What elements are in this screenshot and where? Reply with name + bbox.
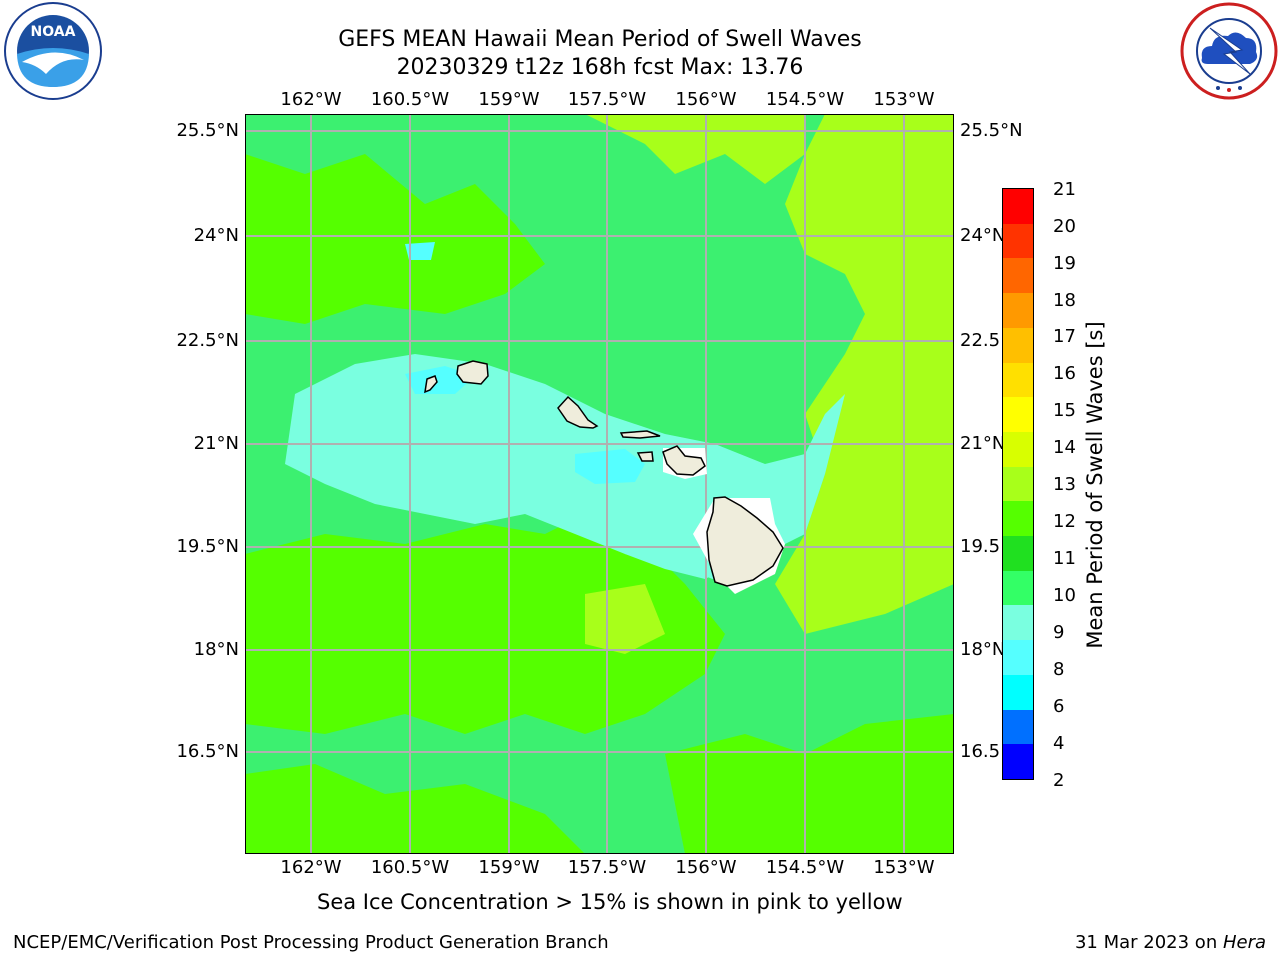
color-swatch: [1003, 258, 1033, 294]
lat-label-left: 25.5°N: [176, 120, 239, 141]
island-niihau: [424, 375, 438, 394]
colorbar-swatches: [1003, 189, 1033, 779]
colorbar-tick: 21: [1053, 179, 1076, 200]
lat-label-left: 19.5°N: [176, 536, 239, 557]
lat-label-left: 22.5°N: [176, 330, 239, 351]
hawaiian-islands: [424, 360, 784, 587]
lon-label-bottom: 162°W: [280, 857, 342, 878]
colorbar-tick: 19: [1053, 253, 1076, 274]
island-oahu: [557, 395, 599, 429]
lat-label-right: 25.5°N: [960, 120, 1023, 141]
lat-label-left: 24°N: [193, 225, 239, 246]
lat-label-right: 19.5: [960, 536, 1001, 557]
noaa-logo: NOAA: [2, 2, 104, 100]
color-swatch: [1003, 466, 1033, 502]
colorbar-tick: 13: [1053, 474, 1076, 495]
colorbar: [1002, 188, 1034, 780]
color-swatch: [1003, 223, 1033, 259]
lon-label-top: 156°W: [675, 89, 737, 110]
island-hawaii: [706, 496, 784, 587]
color-swatch: [1003, 674, 1033, 710]
colorbar-tick: 18: [1053, 290, 1076, 311]
color-swatch: [1003, 570, 1033, 606]
lon-label-top: 160.5°W: [370, 89, 450, 110]
swell-period-map: [245, 114, 954, 854]
lat-label-right: 18°N: [960, 639, 1006, 660]
island-lanai: [636, 451, 654, 462]
lon-label-top: 157.5°W: [567, 89, 647, 110]
lat-label-right: 21°N: [960, 433, 1006, 454]
lon-label-top: 162°W: [280, 89, 342, 110]
lon-label-bottom: 159°W: [478, 857, 540, 878]
period-contour-11s-se: [665, 714, 954, 854]
lon-label-bottom: 157.5°W: [567, 857, 647, 878]
colorbar-tick: 20: [1053, 216, 1076, 237]
map-subtitle: 20230329 t12z 168h fcst Max: 13.76: [396, 55, 804, 80]
lon-label-bottom: 154.5°W: [765, 857, 845, 878]
lon-label-bottom: 156°W: [675, 857, 737, 878]
colorbar-tick: 10: [1053, 585, 1076, 606]
color-swatch: [1003, 605, 1033, 641]
lat-label-left: 16.5°N: [176, 741, 239, 762]
period-contour-12s-south: [585, 584, 665, 654]
color-swatch: [1003, 327, 1033, 363]
color-swatch: [1003, 431, 1033, 467]
colorbar-tick: 6: [1053, 696, 1065, 717]
color-swatch: [1003, 709, 1033, 745]
colorbar-tick: 15: [1053, 400, 1076, 421]
color-swatch: [1003, 640, 1033, 675]
branch-credit: NCEP/EMC/Verification Post Processing Pr…: [13, 932, 609, 953]
color-swatch: [1003, 501, 1033, 537]
island-maui: [662, 445, 706, 476]
colorbar-tick: 12: [1053, 511, 1076, 532]
lat-label-right: 22.5: [960, 330, 1001, 351]
colorbar-tick: 17: [1053, 326, 1076, 347]
island-kauai: [456, 360, 489, 385]
sea-ice-note: Sea Ice Concentration > 15% is shown in …: [317, 890, 903, 914]
run-date: 31 Mar 2023 on Hera: [1075, 932, 1266, 953]
color-swatch: [1003, 293, 1033, 328]
noaa-logo-text: NOAA: [31, 24, 76, 40]
period-contour-11s-south: [245, 514, 725, 734]
period-contour-11s: [245, 154, 545, 324]
color-swatch: [1003, 536, 1033, 571]
period-contour-9s-north: [405, 242, 435, 260]
colorbar-tick: 2: [1053, 770, 1065, 791]
lat-label-left: 21°N: [193, 433, 239, 454]
graticule: [245, 114, 954, 854]
lon-label-top: 154.5°W: [765, 89, 845, 110]
color-swatch: [1003, 744, 1033, 779]
period-contour-9s: [575, 449, 645, 484]
lat-label-right: 16.5: [960, 741, 1001, 762]
lat-label-left: 18°N: [193, 639, 239, 660]
period-contour-11s-sw: [245, 764, 585, 854]
colorbar-tick: 8: [1053, 659, 1065, 680]
colorbar-tick: 14: [1053, 437, 1076, 458]
island-molokai: [619, 430, 661, 439]
lat-label-right: 24°N: [960, 225, 1006, 246]
run-date-prefix: 31 Mar 2023 on: [1074, 932, 1223, 953]
color-swatch: [1003, 189, 1033, 224]
colorbar-tick: 9: [1053, 622, 1065, 643]
colorbar-tick: 11: [1053, 548, 1076, 569]
lon-label-top: 153°W: [873, 89, 935, 110]
color-swatch: [1003, 362, 1033, 398]
lon-label-bottom: 160.5°W: [370, 857, 450, 878]
lon-label-bottom: 153°W: [873, 857, 935, 878]
run-host: Hera: [1222, 932, 1266, 953]
lon-label-top: 159°W: [478, 89, 540, 110]
color-swatch: [1003, 397, 1033, 432]
period-contour-12s: [775, 114, 954, 634]
colorbar-title: Mean Period of Swell Waves [s]: [1083, 321, 1107, 649]
colorbar-tick: 16: [1053, 363, 1076, 384]
map-title: GEFS MEAN Hawaii Mean Period of Swell Wa…: [338, 27, 862, 52]
colorbar-tick: 4: [1053, 733, 1065, 754]
nws-logo: [1180, 2, 1278, 100]
